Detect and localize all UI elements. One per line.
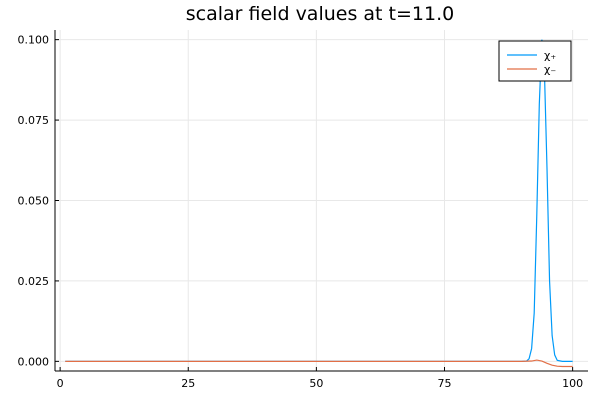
y-tick-label-2: 0.050 bbox=[18, 195, 50, 208]
x-tick-label-4: 100 bbox=[562, 377, 583, 390]
series-layer bbox=[65, 39, 573, 368]
x-tick-label-2: 50 bbox=[309, 377, 323, 390]
x-tick-label-3: 75 bbox=[438, 377, 452, 390]
chart-title: scalar field values at t=11.0 bbox=[186, 3, 454, 25]
ticks-layer: 0 25 50 75 100 0.000 0.025 0.050 0.075 0.100 bbox=[18, 34, 584, 390]
y-tick-label-0: 0.000 bbox=[18, 355, 50, 368]
y-tick-label-4: 0.100 bbox=[18, 34, 50, 47]
y-tick-label-1: 0.025 bbox=[18, 275, 50, 288]
y-tick-label-3: 0.075 bbox=[18, 114, 50, 127]
legend: χ₊χ₋ bbox=[498, 40, 572, 82]
x-tick-label-1: 25 bbox=[181, 377, 195, 390]
legend-label-0: χ₊ bbox=[544, 49, 556, 62]
legend-label-1: χ₋ bbox=[544, 63, 556, 76]
x-tick-label-0: 0 bbox=[57, 377, 64, 390]
series-line-1 bbox=[65, 359, 573, 368]
legend-box bbox=[498, 40, 572, 82]
